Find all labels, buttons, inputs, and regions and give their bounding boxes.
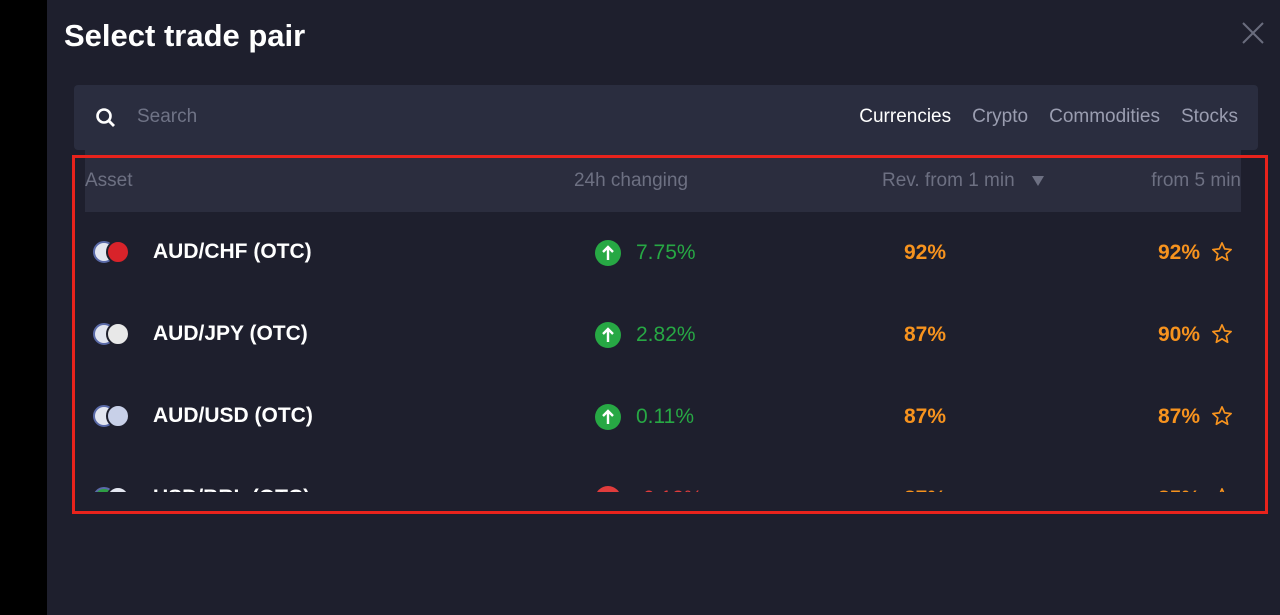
flag-icons [93, 322, 130, 346]
tab[interactable]: Commodities [1049, 106, 1160, 127]
column-header: 24h changing [573, 170, 689, 191]
category-tabs: Currencies Crypto Commodities Stocks [859, 106, 1238, 128]
asset-name: AUD/USD (OTC) [153, 404, 313, 427]
side-strip [0, 0, 47, 615]
asset-row[interactable]: USD/BRL (OTC) -0.12% 87% 85% [85, 458, 1241, 492]
asset-name: AUD/CHF (OTC) [153, 240, 312, 263]
title: Select trade pair [64, 18, 306, 53]
flag-icons [93, 240, 130, 264]
table-body: AUD/CHF (OTC) 7.75% 92% 92% AUD/JPY (OTC) 2.8… [85, 212, 1241, 492]
search-bar[interactable]: Search Currencies Crypto Commodities Stocks [74, 85, 1258, 150]
tab[interactable]: Stocks [1180, 106, 1238, 127]
tab[interactable]: Currencies [859, 106, 952, 127]
asset-name: AUD/JPY (OTC) [153, 322, 308, 345]
favorite-star[interactable] [1211, 405, 1233, 427]
flag-icons [94, 486, 129, 492]
search-placeholder[interactable]: Search [137, 106, 198, 127]
column-header: from 5 min [1151, 170, 1241, 191]
asset-row[interactable]: AUD/JPY (OTC) 2.82% 87% 90% [85, 294, 1241, 376]
favorite-star[interactable] [1211, 323, 1233, 345]
payout-5min: 87% [1157, 405, 1200, 428]
asset-name: USD/BRL (OTC) [153, 486, 310, 492]
close-button[interactable] [1241, 21, 1265, 45]
search-icon [96, 108, 115, 127]
asset-row[interactable]: AUD/USD (OTC) 0.11% 87% 87% [85, 376, 1241, 458]
asset-row[interactable]: AUD/CHF (OTC) 7.75% 92% 92% [85, 212, 1241, 294]
payout-1min: 92% [903, 241, 947, 264]
change-value: 0.11% [636, 405, 694, 428]
change-arrow [595, 404, 621, 430]
sort-icon [1032, 176, 1044, 186]
change-value: 7.75% [636, 241, 696, 264]
column-header[interactable]: Rev. from 1 min [882, 170, 1015, 191]
tab[interactable]: Crypto [972, 106, 1029, 127]
change-arrow [595, 322, 621, 348]
change-value: -0.12% [636, 487, 703, 492]
change-arrow [597, 486, 619, 492]
payout-5min: 92% [1157, 241, 1200, 264]
favorite-star[interactable] [1211, 241, 1233, 263]
payout-1min: 87% [903, 323, 947, 346]
column-header: Asset [85, 170, 133, 191]
payout-1min: 87% [865, 487, 985, 492]
change-value: 2.82% [636, 323, 696, 346]
payout-5min: 85% [1158, 487, 1200, 492]
flag-icons [93, 404, 130, 428]
payout-1min: 87% [903, 405, 947, 428]
change-arrow [595, 240, 621, 266]
highlight-frame [72, 155, 1268, 514]
table-header: Asset 24h changing Rev. from 1 min from … [85, 150, 1241, 212]
payout-5min: 90% [1157, 323, 1200, 346]
